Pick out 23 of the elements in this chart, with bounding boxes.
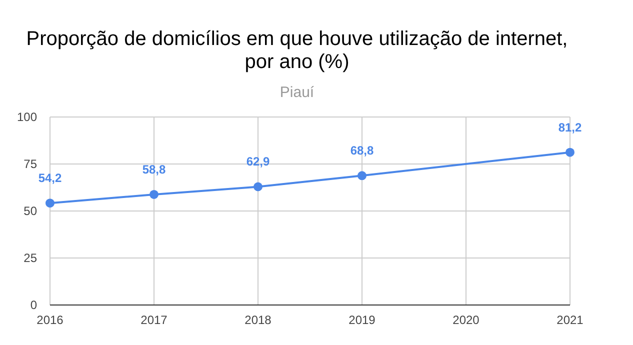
x-tick-label: 2018 xyxy=(244,313,272,327)
data-label: 58,8 xyxy=(142,162,166,176)
data-label: 62,9 xyxy=(246,154,270,169)
y-tick-label: 25 xyxy=(24,251,38,265)
x-tick-label: 2016 xyxy=(36,313,64,327)
chart-subtitle: Piauí xyxy=(280,84,315,101)
point xyxy=(46,198,54,208)
x-tick-label: 2020 xyxy=(452,313,480,327)
y-tick-label: 100 xyxy=(16,110,38,124)
y-tick-label: 0 xyxy=(30,298,38,312)
point xyxy=(358,171,366,180)
chart-title: Proporção de domicílios em que houve utilização de internet, por ano (%) xyxy=(26,28,568,73)
point xyxy=(566,148,574,157)
data-label: 68,8 xyxy=(350,144,374,158)
data-label: 81,2 xyxy=(558,120,582,134)
x-tick-label: 2019 xyxy=(348,313,376,327)
y-tick-label: 50 xyxy=(24,204,38,218)
point xyxy=(254,182,262,192)
y-tick-label: 75 xyxy=(24,157,38,171)
x-tick-label: 2021 xyxy=(556,313,584,327)
x-tick-label: 2017 xyxy=(140,313,168,327)
data-label: 54,2 xyxy=(38,171,62,186)
point xyxy=(150,190,158,199)
